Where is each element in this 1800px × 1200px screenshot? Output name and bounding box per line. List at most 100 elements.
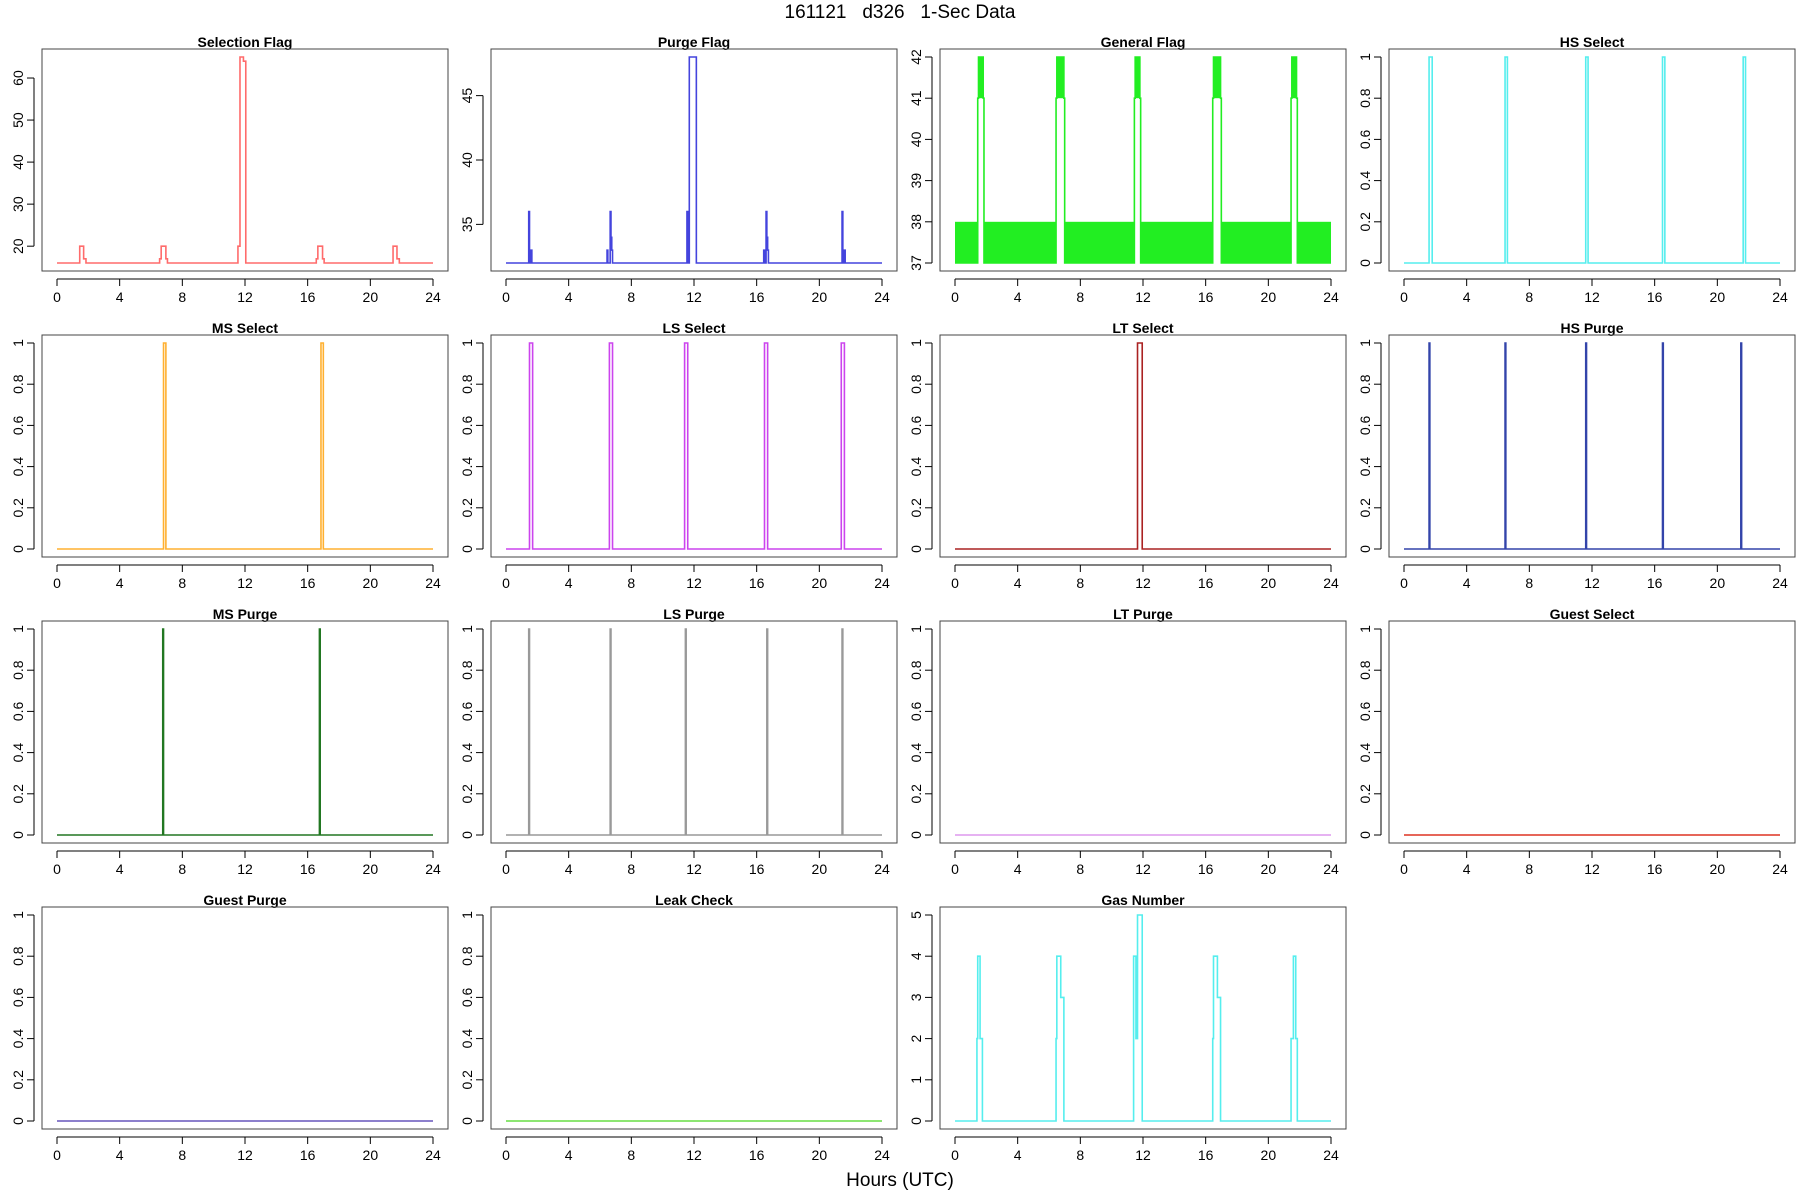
x-tick-label: 4 xyxy=(565,575,573,591)
series-line xyxy=(506,56,882,264)
y-tick-label: 1 xyxy=(459,339,475,347)
series-line xyxy=(57,56,433,264)
panel-1: Selection Flag 0 4 8 12 16 20 24 20 30 40 50 60 xyxy=(10,34,449,305)
x-tick-label: 8 xyxy=(627,1147,635,1163)
panel-10: LS Purge 0 4 8 12 16 20 24 0 0.2 0.4 0.6 0.8 1 xyxy=(459,606,898,877)
y-tick-label: 1 xyxy=(908,339,924,347)
x-tick-label: 4 xyxy=(1463,575,1471,591)
y-tick-label: 5 xyxy=(908,911,924,919)
x-tick-label: 0 xyxy=(53,289,61,305)
y-tick-label: 1 xyxy=(1357,625,1373,633)
x-tick-label: 24 xyxy=(425,289,441,305)
x-tick-label: 24 xyxy=(874,289,890,305)
plot-frame xyxy=(490,48,898,272)
data-band xyxy=(1291,57,1297,99)
y-tick-label: 30 xyxy=(10,196,26,212)
panel-title: MS Select xyxy=(212,320,278,336)
x-tick-label: 12 xyxy=(237,1147,253,1163)
plot-frame xyxy=(41,334,449,558)
y-tick-label: 40 xyxy=(459,152,475,168)
x-tick-label: 20 xyxy=(363,861,379,877)
y-tick-label: 0 xyxy=(459,545,475,553)
plot-frame xyxy=(490,906,898,1130)
x-tick-label: 12 xyxy=(686,289,702,305)
y-tick-label: 0.4 xyxy=(10,743,26,763)
panel-title: Guest Purge xyxy=(203,892,286,908)
y-tick-label: 0 xyxy=(459,831,475,839)
x-tick-label: 20 xyxy=(1261,289,1277,305)
series-line xyxy=(506,628,882,836)
y-tick-label: 0.2 xyxy=(459,1070,475,1090)
x-tick-label: 0 xyxy=(1400,289,1408,305)
x-tick-label: 8 xyxy=(627,575,635,591)
x-tick-label: 8 xyxy=(1076,861,1084,877)
y-tick-label: 0 xyxy=(459,1117,475,1125)
y-tick-label: 0.8 xyxy=(459,946,475,966)
x-tick-label: 12 xyxy=(1135,575,1151,591)
panel-13: Guest Purge 0 4 8 12 16 20 24 0 0.2 0.4 0.6 0.8 1 xyxy=(10,892,449,1163)
data-band xyxy=(1056,57,1064,99)
series-line xyxy=(955,914,1331,1122)
data-band xyxy=(978,57,984,99)
x-tick-label: 0 xyxy=(53,861,61,877)
y-tick-label: 42 xyxy=(908,49,924,65)
y-tick-label: 0.4 xyxy=(1357,171,1373,191)
y-tick-label: 1 xyxy=(908,625,924,633)
x-tick-label: 24 xyxy=(1323,861,1339,877)
y-tick-label: 0.4 xyxy=(10,457,26,477)
x-tick-label: 16 xyxy=(300,861,316,877)
x-tick-label: 20 xyxy=(1710,575,1726,591)
y-tick-label: 0.4 xyxy=(908,457,924,477)
panel-9: MS Purge 0 4 8 12 16 20 24 0 0.2 0.4 0.6 0.8 1 xyxy=(10,606,449,877)
x-tick-label: 8 xyxy=(1525,575,1533,591)
x-tick-label: 24 xyxy=(425,861,441,877)
x-tick-label: 4 xyxy=(565,289,573,305)
y-tick-label: 20 xyxy=(10,238,26,254)
y-tick-label: 0.8 xyxy=(908,374,924,394)
y-tick-label: 0.4 xyxy=(1357,743,1373,763)
y-tick-label: 0.8 xyxy=(1357,660,1373,680)
data-band xyxy=(1297,221,1331,263)
x-tick-label: 8 xyxy=(1525,861,1533,877)
x-tick-label: 20 xyxy=(1710,861,1726,877)
y-tick-label: 0.2 xyxy=(1357,498,1373,518)
panel-7: LT Select 0 4 8 12 16 20 24 0 0.2 0.4 0.6 0.8 1 xyxy=(908,320,1347,591)
x-tick-label: 12 xyxy=(237,575,253,591)
x-tick-label: 24 xyxy=(1772,575,1788,591)
y-tick-label: 4 xyxy=(908,952,924,960)
y-tick-label: 0.6 xyxy=(1357,129,1373,149)
x-tick-label: 20 xyxy=(363,289,379,305)
y-tick-label: 0 xyxy=(1357,259,1373,267)
x-tick-label: 20 xyxy=(363,1147,379,1163)
y-tick-label: 1 xyxy=(10,339,26,347)
y-tick-label: 0 xyxy=(1357,831,1373,839)
y-tick-label: 1 xyxy=(1357,339,1373,347)
y-tick-label: 0.8 xyxy=(10,946,26,966)
x-tick-label: 0 xyxy=(502,289,510,305)
x-tick-label: 0 xyxy=(951,1147,959,1163)
panel-2: Purge Flag 0 4 8 12 16 20 24 35 40 45 xyxy=(459,34,898,305)
x-tick-label: 16 xyxy=(1198,575,1214,591)
y-tick-label: 41 xyxy=(908,90,924,106)
y-tick-label: 0.4 xyxy=(1357,457,1373,477)
x-tick-label: 0 xyxy=(502,1147,510,1163)
x-tick-label: 8 xyxy=(178,289,186,305)
plot-frame xyxy=(41,906,449,1130)
x-tick-label: 12 xyxy=(1584,575,1600,591)
series-line xyxy=(955,342,1331,550)
x-tick-label: 8 xyxy=(627,289,635,305)
plot-frame xyxy=(41,620,449,844)
x-tick-label: 8 xyxy=(1076,1147,1084,1163)
y-tick-label: 60 xyxy=(10,70,26,86)
x-tick-label: 4 xyxy=(1014,289,1022,305)
panel-title: HS Select xyxy=(1560,34,1625,50)
x-tick-label: 0 xyxy=(951,861,959,877)
panel-title: Gas Number xyxy=(1101,892,1185,908)
x-tick-label: 24 xyxy=(874,861,890,877)
y-tick-label: 1 xyxy=(10,911,26,919)
panel-title: Purge Flag xyxy=(658,34,730,50)
x-tick-label: 12 xyxy=(1584,861,1600,877)
series-line xyxy=(1404,56,1780,264)
